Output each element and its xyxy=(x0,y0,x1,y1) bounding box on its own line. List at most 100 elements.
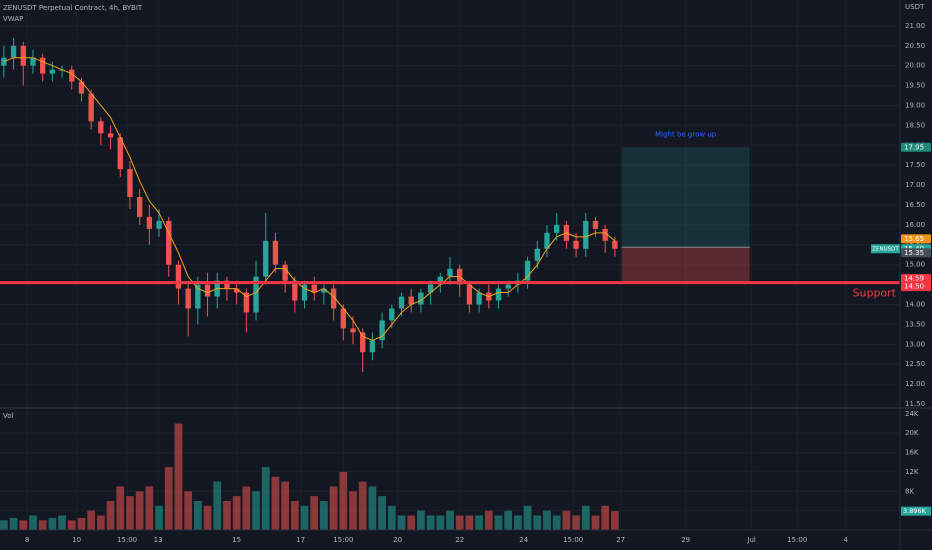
volume-bar xyxy=(572,515,580,530)
axes: 21.0020.5020.0019.5019.0018.5018.0017.50… xyxy=(25,22,931,544)
candle-body xyxy=(505,284,511,289)
candle-body xyxy=(195,284,201,309)
volume-bar xyxy=(543,510,551,530)
candle-body xyxy=(272,240,279,265)
indicator-label: VWAP xyxy=(3,15,23,23)
volume-bar xyxy=(417,510,425,530)
candle-body xyxy=(136,197,143,217)
price-badge xyxy=(901,234,931,244)
candle-body xyxy=(408,296,414,305)
price-badge-label: 17.95 xyxy=(904,143,924,151)
volume-bar xyxy=(436,515,445,530)
volume-bar xyxy=(87,510,96,530)
y-tick-label: 13.00 xyxy=(905,340,925,348)
x-tick-label: 29 xyxy=(681,536,690,544)
candle-body xyxy=(360,332,366,353)
profit-zone xyxy=(621,147,750,248)
y-tick-label: 16.50 xyxy=(905,201,925,209)
candle-body xyxy=(544,232,550,249)
candle-body xyxy=(612,240,618,249)
symbol-badge xyxy=(871,244,900,254)
currency-label: USDT xyxy=(905,3,925,11)
volume-bar xyxy=(77,517,86,530)
loss-zone xyxy=(621,247,750,283)
price-badge xyxy=(901,142,931,152)
x-tick-label: 15:00 xyxy=(117,536,137,544)
support-label: Support xyxy=(853,287,897,300)
candle-body xyxy=(340,308,346,329)
candle-body xyxy=(40,57,46,74)
candle-body xyxy=(437,276,443,285)
vwap-line xyxy=(3,57,616,341)
annotation: Might be grow up xyxy=(655,130,717,138)
symbol-badge-label: ZENUSDT xyxy=(872,246,899,252)
volume-bar xyxy=(174,423,183,530)
volume-bar xyxy=(290,500,299,530)
candle-body xyxy=(427,284,434,293)
y-tick-label: 12.00 xyxy=(905,380,925,388)
volume-bar xyxy=(155,505,163,530)
price-badge xyxy=(901,274,931,284)
x-tick-label: 15:00 xyxy=(787,536,807,544)
marks: Might be grow up Support xyxy=(0,37,900,530)
volume-bar xyxy=(407,515,416,530)
candle-body xyxy=(330,288,337,309)
price-badge xyxy=(901,248,931,258)
candle-body xyxy=(301,284,308,301)
volume-bar xyxy=(203,505,212,530)
volume-bar xyxy=(484,510,493,530)
x-tick-label: 15 xyxy=(232,536,241,544)
candle-body xyxy=(282,264,288,281)
candle-body xyxy=(10,45,17,58)
x-tick-label: 13 xyxy=(154,536,163,544)
volume-bar xyxy=(523,505,532,530)
volume-bar xyxy=(358,481,367,530)
candle-body xyxy=(88,93,94,122)
candle-body xyxy=(379,320,385,341)
candle-body xyxy=(224,280,230,289)
candle-body xyxy=(583,220,589,249)
chart-title: ZENUSDT Perpetual Contract, 4h, BYBIT xyxy=(3,4,143,12)
volume-bar xyxy=(232,496,241,530)
candle-body xyxy=(602,228,608,241)
volume-bar xyxy=(300,505,309,530)
volume-bar xyxy=(126,496,134,530)
candle-body xyxy=(573,240,579,249)
y-tick-label: 21.00 xyxy=(905,22,925,30)
y-tick-label: 20.50 xyxy=(905,42,925,50)
volume-bar xyxy=(193,500,202,530)
volume-bar xyxy=(0,520,8,530)
volume-bar xyxy=(455,515,464,530)
x-tick-label: 27 xyxy=(616,536,625,544)
x-tick-label: 4 xyxy=(843,536,848,544)
volume-bar xyxy=(252,491,260,530)
candle-body xyxy=(263,240,269,277)
volume-tick-label: 24K xyxy=(905,410,919,418)
y-tick-label: 14.00 xyxy=(905,301,925,309)
candle-body xyxy=(117,137,123,170)
volume-bar xyxy=(591,515,600,530)
volume-tick-label: 8K xyxy=(905,487,914,495)
price-badge xyxy=(901,282,931,292)
volume-bar xyxy=(106,500,115,530)
candle-body xyxy=(350,328,356,333)
candle-body xyxy=(156,220,162,229)
price-badge-label: 15.65 xyxy=(904,235,924,243)
candle-body xyxy=(534,248,540,261)
candle-body xyxy=(146,216,153,229)
volume-bar xyxy=(378,496,386,530)
volume-bar xyxy=(601,505,610,530)
candle-body xyxy=(592,220,599,229)
volume-bar xyxy=(465,515,474,530)
volume-bar xyxy=(610,511,619,530)
y-tick-label: 16.00 xyxy=(905,221,925,229)
candle-body xyxy=(49,69,56,74)
volume-bar xyxy=(552,515,561,530)
y-tick-label: 15.00 xyxy=(905,261,925,269)
candle-body xyxy=(253,276,259,313)
volume-bar xyxy=(504,510,513,530)
volume-bar xyxy=(58,515,66,530)
volume-tick-label: 20K xyxy=(905,429,919,437)
x-tick-label: 20 xyxy=(393,536,402,544)
volume-bar xyxy=(145,486,154,530)
